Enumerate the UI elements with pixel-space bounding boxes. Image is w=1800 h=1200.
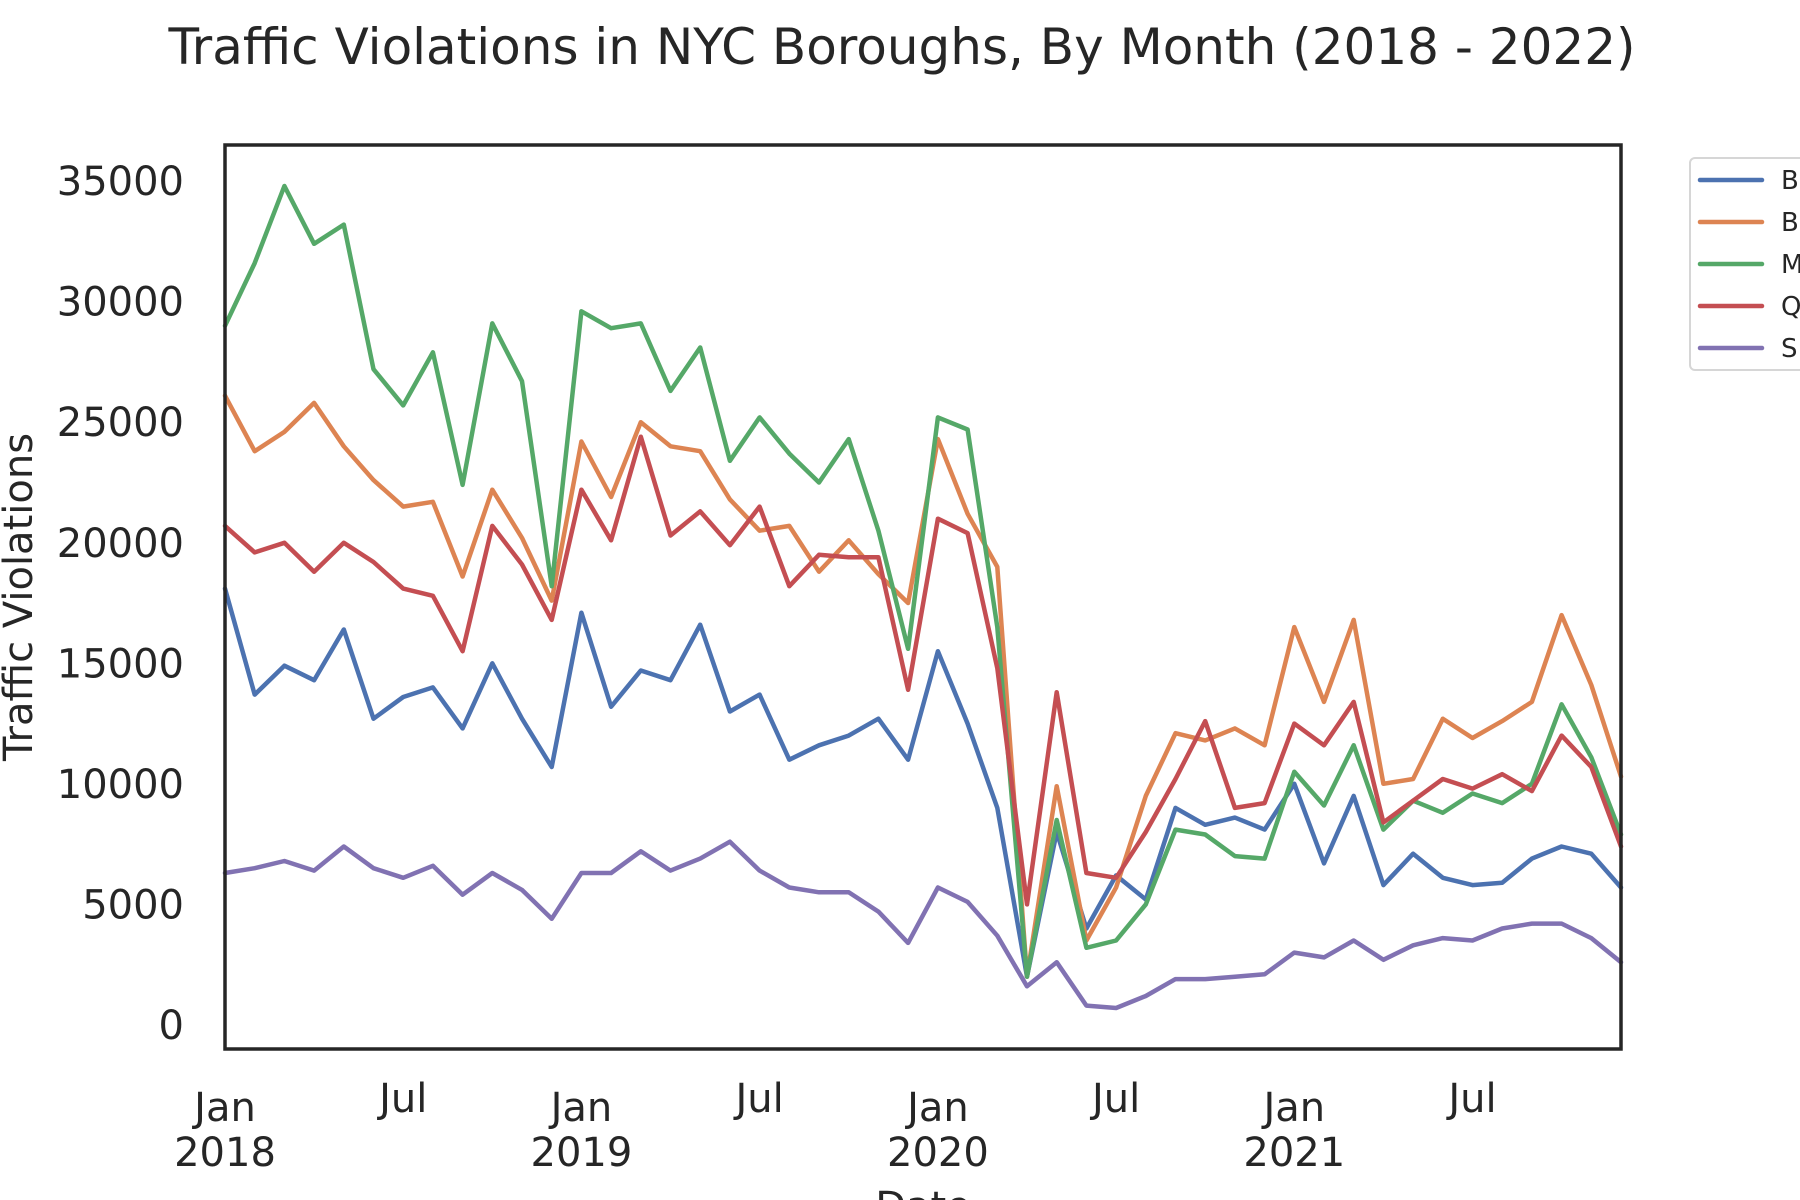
plot-area <box>222 183 1624 1011</box>
x-tick-sublabel: 2021 <box>1243 1130 1345 1176</box>
legend-label: S <box>1781 334 1798 364</box>
series-line-3 <box>222 183 1624 979</box>
y-tick-label: 0 <box>159 1003 184 1049</box>
legend-label: M <box>1781 250 1800 280</box>
y-tick-label: 20000 <box>57 521 184 567</box>
legend-label: Q <box>1781 292 1800 322</box>
series-line-4 <box>222 434 1624 907</box>
y-axis-tick-labels: 0 5000 10000 15000 20000 25000 30000 35000 <box>57 159 184 1049</box>
x-tick-sublabel: 2020 <box>887 1130 989 1176</box>
x-tick-sublabel: 2019 <box>531 1130 633 1176</box>
x-tick-label: Jan <box>191 1085 256 1131</box>
x-axis-label: Date <box>875 1184 971 1200</box>
series-line-5 <box>222 839 1624 1011</box>
x-tick-sublabel: 2018 <box>174 1130 276 1176</box>
y-axis-label: Traffic Violations <box>0 433 42 762</box>
y-tick-label: 10000 <box>57 762 184 808</box>
x-tick-label: Jan <box>1260 1085 1325 1131</box>
x-tick-label: Jul <box>1445 1076 1496 1122</box>
plot-frame <box>223 143 1623 1051</box>
legend-label: B <box>1781 208 1799 238</box>
y-tick-label: 25000 <box>57 400 184 446</box>
legend-label: B <box>1781 166 1799 196</box>
x-tick-label: Jan <box>904 1085 969 1131</box>
x-tick-label: Jul <box>376 1076 427 1122</box>
x-tick-label: Jul <box>1089 1076 1140 1122</box>
y-tick-label: 35000 <box>57 159 184 205</box>
x-tick-label: Jul <box>732 1076 783 1122</box>
x-tick-label: Jan <box>548 1085 613 1131</box>
series-line-1 <box>222 586 1624 979</box>
y-tick-label: 5000 <box>82 882 184 928</box>
y-tick-label: 15000 <box>57 641 184 687</box>
y-tick-label: 30000 <box>57 280 184 326</box>
chart-title: Traffic Violations in NYC Boroughs, By M… <box>167 18 1635 76</box>
